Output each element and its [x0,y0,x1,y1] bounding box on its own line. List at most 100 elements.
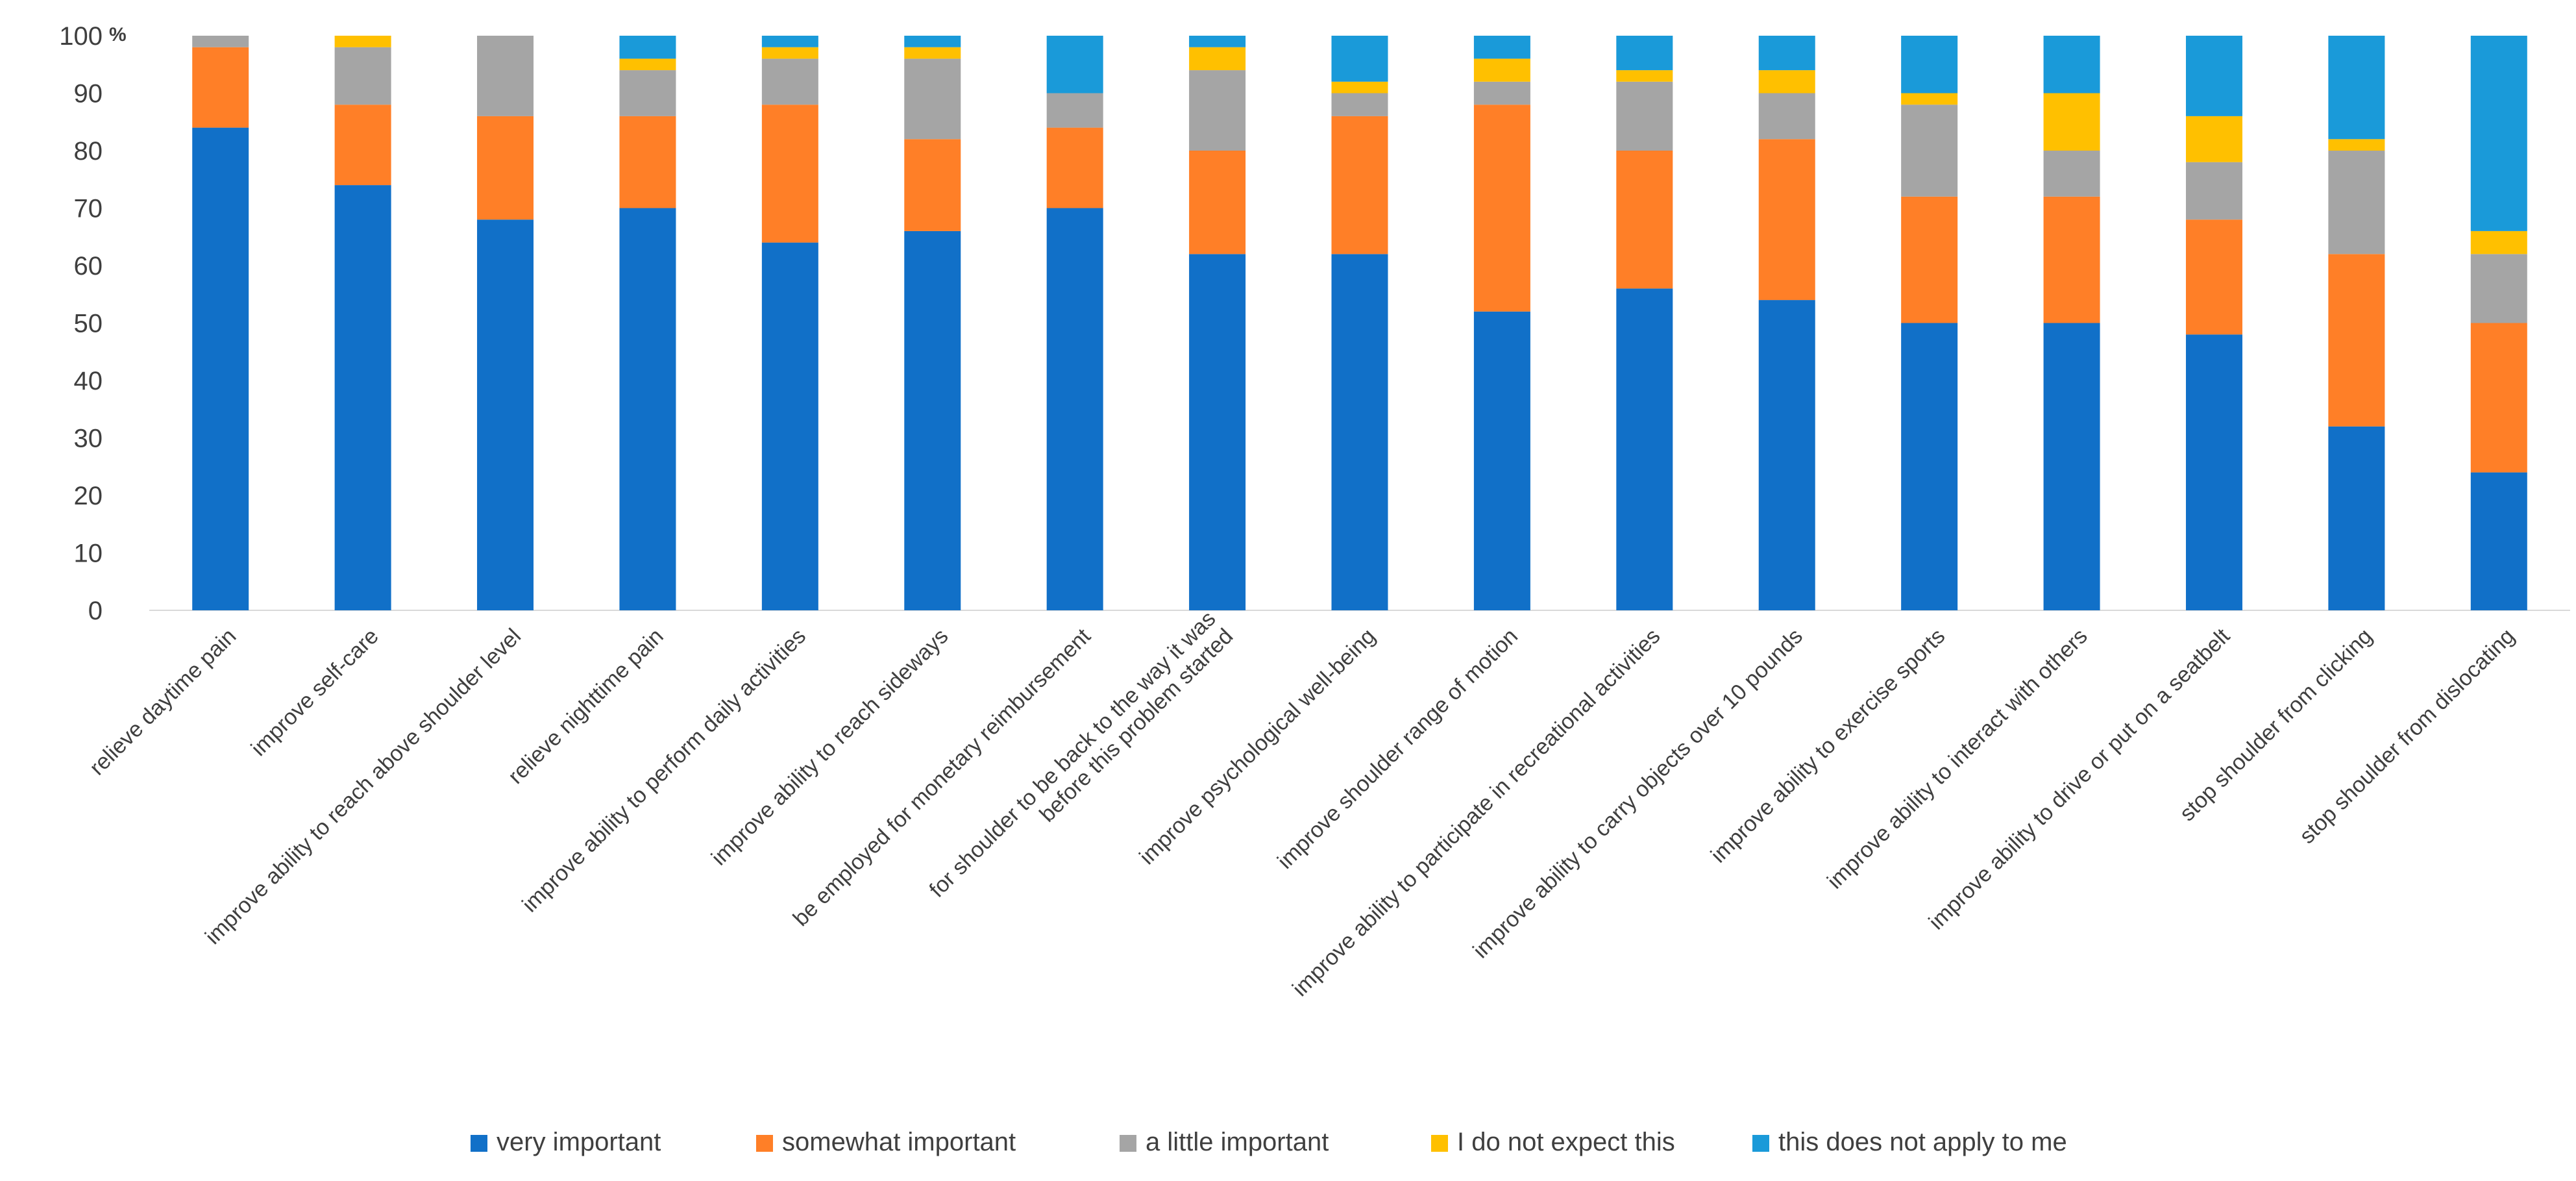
legend-swatch-i-do-not-expect-this [1431,1135,1448,1152]
legend-label-a-little-important: a little important [1146,1128,1329,1156]
bar-a-little-important-2 [334,47,391,105]
bar-very-important-16 [2328,426,2385,610]
bar-somewhat-important-16 [2328,254,2385,427]
bar-i-do-not-expect-this-8 [1189,47,1246,71]
bar-a-little-important-6 [904,58,961,140]
bar-i-do-not-expect-this-14 [2043,93,2100,151]
bar-somewhat-important-1 [192,47,249,128]
bar-very-important-11 [1616,288,1673,610]
bar-a-little-important-10 [1473,81,1530,105]
bar-a-little-important-8 [1189,70,1246,151]
bar-i-do-not-expect-this-15 [2185,116,2242,162]
category-labels: relieve daytime pain improve self-careimp… [85,606,2520,1001]
y-tick-label-80: 80 [74,137,103,166]
bar-very-important-13 [1901,323,1958,610]
bar-somewhat-important-4 [619,116,676,208]
y-tick-label-70: 70 [74,195,103,223]
legend-swatch-a-little-important [1120,1135,1136,1152]
category-label-14: improve ability to interact with others [1822,624,2092,894]
bar-i-do-not-expect-this-10 [1473,58,1530,82]
bar-i-do-not-expect-this-11 [1616,70,1673,82]
bar-this-does-not-apply-to-me-10 [1473,36,1530,59]
bar-somewhat-important-17 [2470,323,2527,473]
bar-this-does-not-apply-to-me-17 [2470,36,2527,231]
category-label-10: improve shoulder range of motion [1273,624,1523,874]
bar-a-little-important-11 [1616,81,1673,151]
bar-very-important-3 [477,219,534,610]
bar-this-does-not-apply-to-me-5 [761,36,818,47]
bar-this-does-not-apply-to-me-15 [2185,36,2242,116]
legend: very important somewhat important a little… [471,1128,2067,1156]
bar-somewhat-important-6 [904,139,961,231]
category-label-15: improve ability to drive or put on a sea… [1924,623,2235,934]
bar-somewhat-important-15 [2185,219,2242,335]
bar-i-do-not-expect-this-16 [2328,139,2385,151]
bar-i-do-not-expect-this-9 [1331,81,1388,93]
bar-this-does-not-apply-to-me-13 [1901,36,1958,93]
y-tick-label-50: 50 [74,310,103,338]
y-tick-label-40: 40 [74,367,103,395]
bar-somewhat-important-9 [1331,116,1388,255]
legend-swatch-this-does-not-apply-to-me [1752,1135,1769,1152]
bar-i-do-not-expect-this-5 [761,47,818,59]
category-label-2: improve self-care [247,624,384,761]
bar-a-little-important-4 [619,70,676,116]
bar-i-do-not-expect-this-17 [2470,230,2527,255]
bar-very-important-15 [2185,334,2242,610]
category-label-3: improve ability to reach above shoulder … [201,624,526,949]
axis-layer: 0 10 20 30 40 50 60 70 80 90 100% [59,22,2570,625]
bar-somewhat-important-11 [1616,151,1673,289]
y-tick-label-10: 10 [74,540,103,568]
category-label-1: relieve daytime pain [85,624,241,780]
bar-a-little-important-7 [1046,93,1103,128]
bar-i-do-not-expect-this-2 [334,36,391,47]
bar-this-does-not-apply-to-me-8 [1189,36,1246,47]
y-tick-label-90: 90 [74,80,103,108]
bar-a-little-important-1 [192,36,249,47]
bar-this-does-not-apply-to-me-9 [1331,36,1388,82]
bar-a-little-important-16 [2328,151,2385,255]
bar-somewhat-important-2 [334,105,391,186]
bar-somewhat-important-3 [477,116,534,220]
legend-label-this-does-not-apply-to-me: this does not apply to me [1778,1128,2067,1156]
legend-swatch-very-important [471,1135,487,1152]
bar-very-important-17 [2470,472,2527,610]
bar-somewhat-important-10 [1473,105,1530,312]
bar-a-little-important-5 [761,58,818,105]
y-tick-label-30: 30 [74,425,103,453]
bar-somewhat-important-8 [1189,151,1246,255]
y-unit-label: % [109,24,127,45]
bar-somewhat-important-14 [2043,196,2100,323]
bar-a-little-important-17 [2470,254,2527,323]
category-label-4: relieve nighttime pain [504,624,669,789]
bar-a-little-important-13 [1901,105,1958,197]
bar-very-important-9 [1331,254,1388,610]
bar-very-important-1 [192,127,249,611]
bar-somewhat-important-5 [761,105,818,243]
bar-very-important-4 [619,208,676,610]
bar-somewhat-important-12 [1758,139,1815,301]
category-label-12: improve ability to carry objects over 10… [1468,624,1808,963]
y-tick-label-100: 100 [59,22,103,51]
bar-very-important-6 [904,230,961,610]
bar-this-does-not-apply-to-me-16 [2328,36,2385,140]
bar-a-little-important-15 [2185,162,2242,220]
bars-layer [192,36,2527,611]
y-tick-label-60: 60 [74,252,103,280]
legend-label-i-do-not-expect-this: I do not expect this [1457,1128,1675,1156]
bar-this-does-not-apply-to-me-6 [904,36,961,47]
bar-very-important-7 [1046,208,1103,610]
category-label-6: improve ability to reach sideways [707,624,953,871]
bar-this-does-not-apply-to-me-12 [1758,36,1815,71]
bar-somewhat-important-13 [1901,196,1958,323]
y-tick-label-20: 20 [74,482,103,510]
bar-very-important-2 [334,185,391,611]
category-label-13: improve ability to exercise sports [1706,624,1950,868]
legend-label-very-important: very important [497,1128,661,1156]
bar-this-does-not-apply-to-me-7 [1046,36,1103,93]
bar-somewhat-important-7 [1046,127,1103,208]
bar-a-little-important-14 [2043,151,2100,197]
bar-this-does-not-apply-to-me-11 [1616,36,1673,71]
